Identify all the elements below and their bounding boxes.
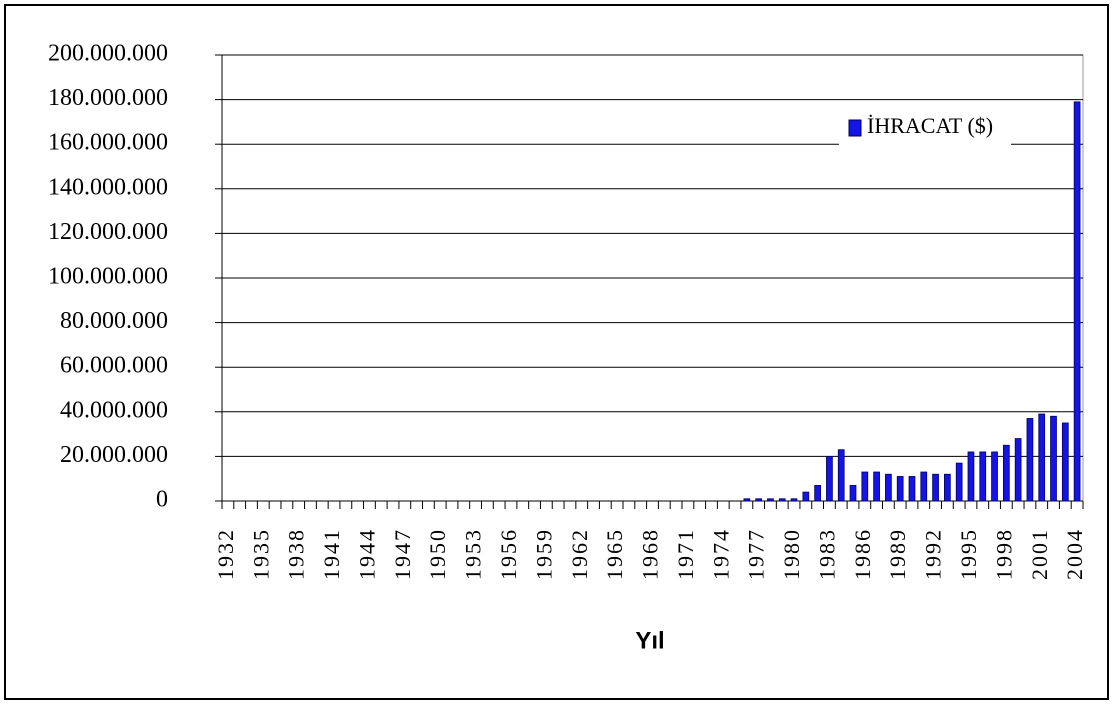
x-tick-label: 1944 — [354, 528, 379, 580]
bar — [1038, 413, 1046, 502]
y-tick-label: 180.000.000 — [48, 85, 168, 111]
y-tick-label: 0 — [156, 487, 168, 513]
bar — [837, 449, 845, 502]
x-tick-label: 1974 — [708, 528, 733, 580]
x-tick-label: 2004 — [1062, 528, 1087, 580]
bar — [778, 498, 786, 502]
x-tick-label: 1932 — [213, 528, 238, 580]
x-tick-label: 1938 — [284, 528, 309, 580]
x-tick-label: 1992 — [921, 528, 946, 580]
x-tick-label: 1977 — [744, 528, 769, 580]
bar — [1061, 422, 1069, 502]
bar — [979, 451, 987, 502]
bar — [944, 473, 951, 502]
bar — [826, 455, 833, 502]
x-tick-label: 1968 — [638, 528, 663, 580]
legend-label: İHRACAT ($) — [867, 113, 993, 138]
y-tick-label: 120.000.000 — [48, 219, 168, 245]
y-tick-label: 100.000.000 — [48, 264, 168, 290]
x-tick-label: 1956 — [496, 528, 521, 580]
x-tick-label: 1986 — [850, 528, 875, 580]
x-tick-label: 1941 — [319, 528, 344, 580]
x-tick-label: 1959 — [531, 528, 556, 580]
bar — [885, 473, 892, 502]
x-tick-label: 1947 — [390, 528, 415, 580]
y-tick-label: 200.000.000 — [48, 41, 168, 67]
x-tick-label: 1950 — [425, 528, 450, 580]
bar — [1050, 415, 1057, 502]
y-tick-label: 20.000.000 — [60, 442, 168, 468]
x-tick-label: 1971 — [673, 528, 698, 580]
bar — [920, 471, 928, 502]
bar — [767, 498, 774, 502]
bar — [802, 491, 810, 502]
bar — [896, 476, 904, 502]
bar — [755, 498, 762, 502]
x-axis-label: Yıl — [635, 627, 664, 654]
bar — [1002, 444, 1010, 502]
legend-box — [839, 105, 1011, 151]
x-tick-label: 1998 — [991, 528, 1016, 580]
bar — [991, 451, 998, 502]
x-tick-label: 1965 — [602, 528, 627, 580]
x-tick-label: 1989 — [885, 528, 910, 580]
x-tick-label: 1962 — [567, 528, 592, 580]
bar — [814, 484, 821, 502]
x-tick-label: 1935 — [248, 528, 273, 580]
bar — [1026, 418, 1034, 502]
y-tick-label: 80.000.000 — [60, 308, 168, 334]
x-tick-label: 1980 — [779, 528, 804, 580]
bar — [908, 476, 916, 502]
y-tick-label: 140.000.000 — [48, 174, 168, 200]
bar — [790, 498, 798, 502]
x-tick-label: 1953 — [461, 528, 486, 580]
bar — [967, 451, 975, 502]
bar — [743, 498, 751, 502]
bar — [932, 473, 939, 502]
bar — [955, 462, 963, 502]
bar — [873, 471, 880, 502]
bar — [1014, 438, 1022, 502]
y-tick-label: 160.000.000 — [48, 130, 168, 156]
legend-swatch — [848, 119, 862, 137]
y-tick-label: 40.000.000 — [60, 397, 168, 423]
x-tick-label: 1983 — [814, 528, 839, 580]
bar — [1073, 101, 1081, 502]
x-tick-label: 2001 — [1027, 528, 1052, 580]
bar — [849, 484, 857, 502]
x-tick-label: 1995 — [956, 528, 981, 580]
bar — [861, 471, 869, 502]
y-tick-label: 60.000.000 — [60, 353, 168, 379]
